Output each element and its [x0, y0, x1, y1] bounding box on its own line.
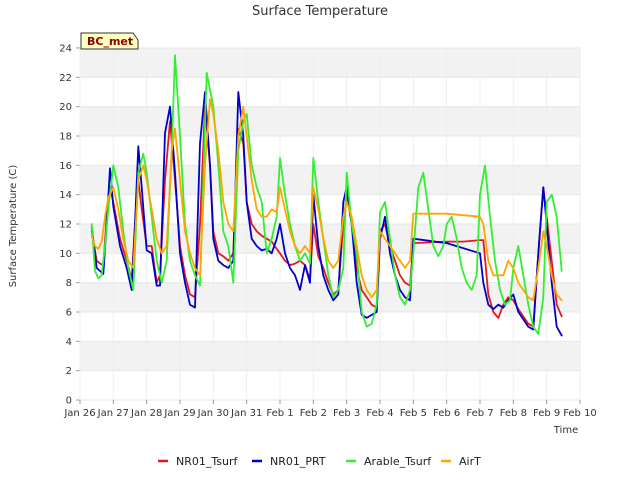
background-band — [80, 165, 580, 195]
x-tick-label: Jan 29 — [163, 408, 195, 419]
legend-item: AirT — [441, 455, 481, 468]
x-tick-label: Feb 10 — [563, 408, 597, 419]
site-tag-label: BC_met — [87, 35, 133, 48]
background-band — [80, 136, 580, 166]
y-tick-label: 22 — [59, 73, 72, 84]
x-tick-label: Feb 1 — [266, 408, 293, 419]
y-tick-label: 8 — [66, 278, 72, 289]
x-tick-label: Jan 30 — [197, 408, 229, 419]
x-tick-label: Feb 9 — [533, 408, 560, 419]
x-tick-label: Jan 28 — [130, 408, 162, 419]
y-tick-label: 0 — [66, 396, 72, 407]
x-tick-label: Feb 3 — [333, 408, 360, 419]
x-axis-label: Time — [553, 425, 578, 436]
x-tick-label: Jan 31 — [230, 408, 262, 419]
legend: NR01_Tsurf NR01_PRT Arable_Tsurf AirT — [158, 455, 481, 468]
y-axis-label: Surface Temperature (C) — [8, 165, 19, 288]
x-tick-label: Feb 4 — [366, 408, 393, 419]
y-tick-label: 14 — [59, 190, 72, 201]
y-tick-label: 16 — [59, 161, 72, 172]
chart-title: Surface Temperature — [252, 4, 388, 19]
background-band — [80, 77, 580, 107]
x-tick-label: Feb 7 — [466, 408, 493, 419]
x-tick-label: Feb 6 — [433, 408, 460, 419]
legend-item: Arable_Tsurf — [346, 455, 432, 468]
y-tick-label: 6 — [66, 308, 72, 319]
legend-item: NR01_Tsurf — [158, 455, 238, 468]
x-axis: Jan 26 Jan 27 Jan 28 Jan 29 Jan 30 Jan 31 Feb … — [63, 48, 597, 419]
site-tag: BC_met — [80, 32, 139, 50]
y-tick-label: 20 — [59, 102, 72, 113]
background-band — [80, 48, 580, 78]
legend-label: Arable_Tsurf — [364, 455, 432, 468]
y-tick-label: 4 — [66, 337, 72, 348]
site-tag-box — [80, 32, 139, 50]
series-line-airt — [90, 98, 563, 302]
background-band — [80, 370, 580, 400]
legend-label: AirT — [459, 455, 481, 468]
y-tick-label: 24 — [59, 44, 72, 55]
background-band — [80, 106, 580, 136]
background-band — [80, 341, 580, 371]
x-tick-label: Jan 27 — [97, 408, 129, 419]
background-band — [80, 194, 580, 224]
x-tick-label: Feb 2 — [300, 408, 327, 419]
series-line-nr01-prt — [90, 91, 563, 337]
legend-item: NR01_PRT — [252, 455, 326, 468]
plot-background-bands — [80, 48, 580, 400]
series-lines — [90, 54, 563, 337]
background-band — [80, 312, 580, 342]
legend-label: NR01_Tsurf — [176, 455, 238, 468]
x-tick-label: Feb 5 — [400, 408, 427, 419]
y-tick-label: 2 — [66, 366, 72, 377]
y-tick-label: 10 — [59, 249, 72, 260]
x-tick-label: Jan 26 — [63, 408, 95, 419]
y-tick-label: 18 — [59, 132, 72, 143]
legend-label: NR01_PRT — [270, 455, 326, 468]
y-tick-label: 12 — [59, 220, 72, 231]
x-tick-label: Feb 8 — [500, 408, 527, 419]
